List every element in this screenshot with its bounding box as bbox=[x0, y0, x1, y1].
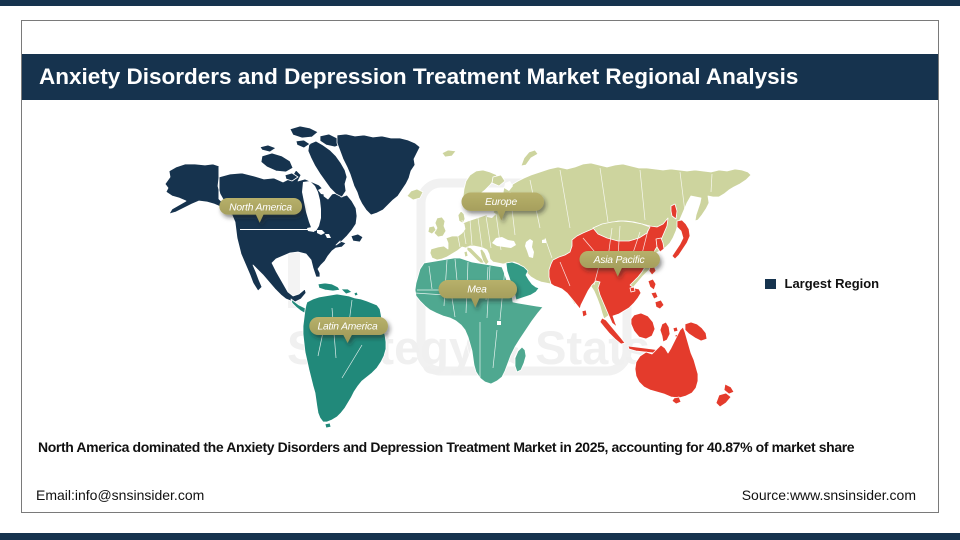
svg-text:Mea: Mea bbox=[467, 285, 487, 296]
svg-text:Latin America: Latin America bbox=[318, 321, 378, 332]
svg-text:North America: North America bbox=[229, 202, 292, 213]
svg-text:Europe: Europe bbox=[485, 197, 517, 208]
svg-text:Asia Pacific: Asia Pacific bbox=[593, 255, 646, 266]
